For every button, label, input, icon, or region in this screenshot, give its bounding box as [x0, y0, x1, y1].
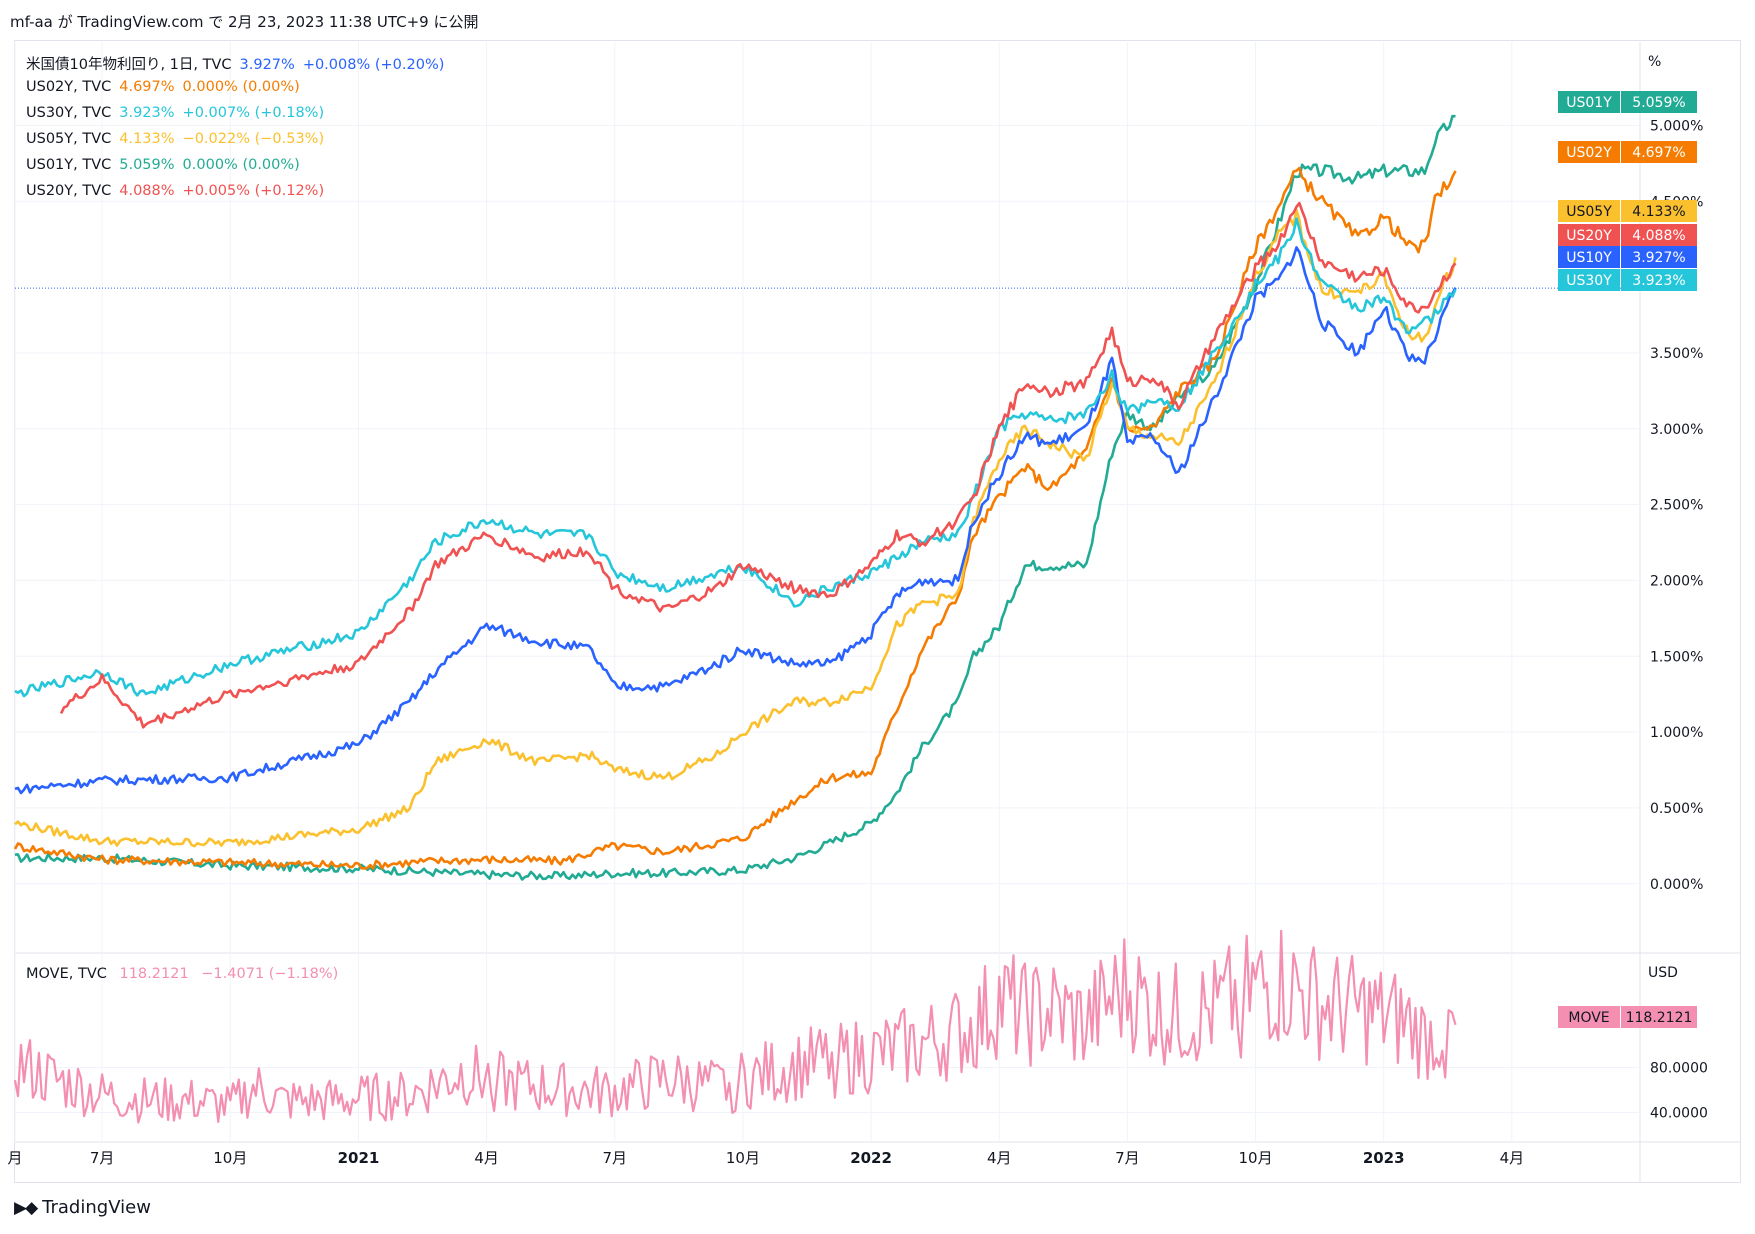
- price-tag-symbol: US10Y: [1566, 250, 1612, 266]
- series-line-move[interactable]: [13, 929, 1457, 1124]
- y-tick-label: 1.000%: [1650, 725, 1703, 741]
- legend-move: MOVE, TVC 118.2121 −1.4071 (−1.18%): [26, 966, 346, 982]
- legend-value: 4.088%: [119, 183, 175, 199]
- series-line-us01y[interactable]: [14, 114, 1456, 881]
- y-tick-label: 80.0000: [1650, 1061, 1708, 1077]
- tradingview-brand-text: TradingView: [42, 1197, 151, 1218]
- x-tick-label: 2022: [850, 1149, 892, 1167]
- y-tick-label: 2.000%: [1650, 573, 1703, 589]
- price-tag-symbol: US02Y: [1566, 145, 1612, 161]
- price-tag-value: 4.088%: [1632, 228, 1685, 244]
- x-tick-label: 10月: [1238, 1149, 1272, 1167]
- move-tag-value: 118.2121: [1626, 1010, 1693, 1026]
- x-tick-label: 10月: [213, 1149, 247, 1167]
- tradingview-logo[interactable]: ▶◆ TradingView: [14, 1197, 151, 1218]
- price-tag-value-bg: [1621, 224, 1697, 246]
- legend-move-value: 118.2121: [119, 966, 189, 982]
- price-tag-symbol-bg: [1558, 246, 1620, 268]
- move-axis-unit: USD: [1648, 965, 1678, 981]
- x-tick-label: 4月: [474, 1149, 499, 1167]
- legend-symbol: US01Y, TVC: [26, 157, 112, 173]
- x-tick-label: 7月: [602, 1149, 627, 1167]
- legend-value: 4.697%: [119, 79, 175, 95]
- y-tick-label: 1.500%: [1650, 649, 1703, 665]
- x-tick-label: 4月: [1500, 1149, 1525, 1167]
- price-tag-value: 3.927%: [1632, 250, 1685, 266]
- price-tag-symbol-bg: [1558, 224, 1620, 246]
- price-tag-value-bg: [1621, 200, 1697, 222]
- legend-row-us05y: US05Y, TVC 4.133% −0.022% (−0.53%): [26, 131, 332, 147]
- price-tag-value-bg: [1621, 269, 1697, 291]
- y-tick-label: 5.000%: [1650, 118, 1703, 134]
- x-tick-label: 7月: [1115, 1149, 1140, 1167]
- y-tick-label: 40.0000: [1650, 1106, 1708, 1122]
- legend-value: 3.927%: [239, 57, 295, 73]
- legend-change: +0.007% (+0.18%): [182, 105, 325, 121]
- y-tick-label: 0.500%: [1650, 801, 1703, 817]
- price-tag-symbol-bg: [1558, 200, 1620, 222]
- series-line-us30y[interactable]: [14, 217, 1457, 698]
- legend-change: +0.005% (+0.12%): [182, 183, 325, 199]
- legend-move-change: −1.4071 (−1.18%): [201, 966, 339, 982]
- y-tick-label: 2.500%: [1650, 498, 1703, 514]
- series-line-us02y[interactable]: [13, 166, 1457, 870]
- y-tick-label: 3.500%: [1650, 346, 1703, 362]
- legend-change: 0.000% (0.00%): [182, 157, 300, 173]
- y-tick-label: 3.000%: [1650, 422, 1703, 438]
- series-line-us20y[interactable]: [59, 201, 1457, 729]
- price-tag-symbol: US20Y: [1566, 228, 1612, 244]
- price-tag-value-bg: [1621, 246, 1697, 268]
- legend-row-us10y: 米国債10年物利回り, 1日, TVC 3.927% +0.008% (+0.20%…: [26, 53, 452, 74]
- price-tag-symbol-bg: [1558, 91, 1620, 113]
- move-tag-value-bg: [1621, 1006, 1697, 1028]
- price-tag-value: 5.059%: [1632, 95, 1685, 111]
- publish-info: mf-aa が TradingView.com で 2月 23, 2023 11…: [10, 13, 479, 31]
- legend-row-us01y: US01Y, TVC 5.059% 0.000% (0.00%): [26, 157, 308, 173]
- legend-value: 5.059%: [119, 157, 175, 173]
- legend-symbol: US20Y, TVC: [26, 183, 112, 199]
- x-tick-label: 2023: [1363, 1149, 1405, 1167]
- legend-symbol: US30Y, TVC: [26, 105, 112, 121]
- x-tick-label: 10月: [726, 1149, 760, 1167]
- y-axis-unit: %: [1648, 54, 1661, 70]
- legend-value: 4.133%: [119, 131, 175, 147]
- legend-symbol: US05Y, TVC: [26, 131, 112, 147]
- y-tick-label: 0.000%: [1650, 877, 1703, 893]
- legend-change: −0.022% (−0.53%): [182, 131, 325, 147]
- x-tick-label: 2021: [338, 1149, 380, 1167]
- price-tag-value: 4.697%: [1632, 145, 1685, 161]
- legend-row-us20y: US20Y, TVC 4.088% +0.005% (+0.12%): [26, 183, 332, 199]
- legend-change: +0.008% (+0.20%): [302, 57, 445, 73]
- price-tag-symbol: US01Y: [1566, 95, 1612, 111]
- series-line-us05y[interactable]: [14, 208, 1457, 848]
- price-tag-value-bg: [1621, 141, 1697, 163]
- price-tag-symbol-bg: [1558, 269, 1620, 291]
- x-tick-label: 7月: [90, 1149, 115, 1167]
- price-tag-symbol: US05Y: [1566, 204, 1612, 220]
- legend-move-symbol: MOVE, TVC: [26, 966, 107, 982]
- price-tag-symbol-bg: [1558, 141, 1620, 163]
- move-tag-symbol-bg: [1558, 1006, 1620, 1028]
- legend-row-us30y: US30Y, TVC 3.923% +0.007% (+0.18%): [26, 105, 332, 121]
- x-tick-label: 月: [7, 1149, 22, 1167]
- move-tag-symbol: MOVE: [1568, 1010, 1609, 1026]
- tradingview-logo-icon: ▶◆: [14, 1197, 38, 1218]
- legend-change: 0.000% (0.00%): [182, 79, 300, 95]
- price-tag-value-bg: [1621, 91, 1697, 113]
- series-line-us10y[interactable]: [14, 246, 1457, 795]
- legend-symbol: 米国債10年物利回り, 1日, TVC: [26, 57, 232, 73]
- price-tag-symbol: US30Y: [1566, 273, 1612, 289]
- legend-value: 3.923%: [119, 105, 175, 121]
- x-tick-label: 4月: [987, 1149, 1012, 1167]
- price-tag-value: 3.923%: [1632, 273, 1685, 289]
- legend-symbol: US02Y, TVC: [26, 79, 112, 95]
- legend-row-us02y: US02Y, TVC 4.697% 0.000% (0.00%): [26, 79, 308, 95]
- price-tag-value: 4.133%: [1632, 204, 1685, 220]
